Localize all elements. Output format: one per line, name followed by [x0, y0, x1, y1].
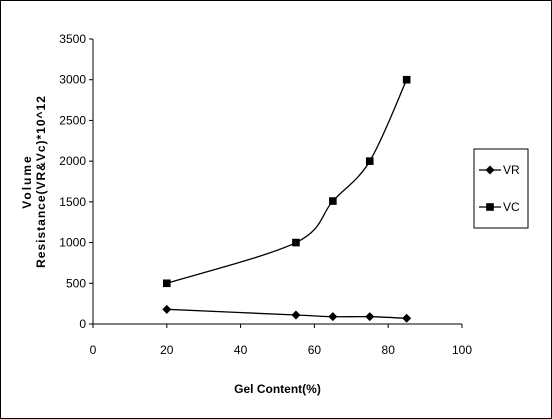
y-axis-title-line-1: Volume	[20, 154, 34, 208]
data-point-vc	[403, 76, 411, 84]
y-tick-label: 2000	[59, 154, 86, 168]
y-tick-label: 3000	[59, 73, 86, 87]
data-point-vc	[366, 157, 374, 165]
x-tick-label: 80	[382, 343, 396, 357]
y-tick-label: 1500	[59, 195, 86, 209]
legend: VR VC	[474, 149, 528, 228]
x-tick-label: 20	[160, 343, 174, 357]
x-tick-label: 0	[90, 343, 97, 357]
data-point-vc	[292, 239, 300, 247]
y-tick-label: 2500	[59, 113, 86, 127]
y-tick-label: 3500	[59, 32, 86, 46]
legend-marker-vc	[486, 203, 494, 211]
data-point-vc	[163, 279, 171, 287]
x-tick-label: 60	[308, 343, 322, 357]
x-tick-label: 100	[452, 343, 472, 357]
y-tick-label: 0	[79, 317, 86, 331]
y-axis-title-line-2: Resistance(VR&Vc)*10^12	[34, 95, 48, 268]
legend-label-vc: VC	[503, 200, 520, 214]
y-tick-label: 1000	[59, 236, 86, 250]
y-tick-label: 500	[66, 276, 86, 290]
legend-label-vr: VR	[503, 163, 520, 177]
x-tick-label: 40	[234, 343, 248, 357]
data-point-vc	[329, 197, 337, 205]
legend-box	[474, 149, 528, 228]
x-axis-title: Gel Content(%)	[234, 382, 321, 396]
